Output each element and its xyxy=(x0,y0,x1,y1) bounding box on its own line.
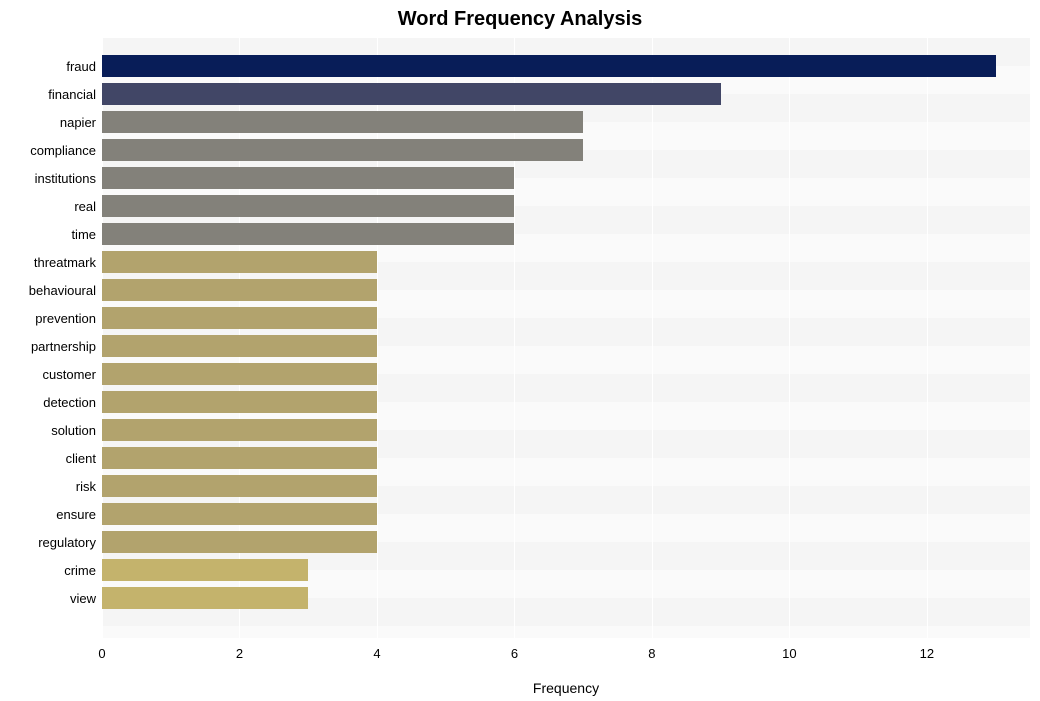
chart-title: Word Frequency Analysis xyxy=(0,8,1040,31)
y-tick-label: compliance xyxy=(30,143,96,158)
bar xyxy=(102,559,308,581)
bar xyxy=(102,111,583,133)
y-tick-label: institutions xyxy=(35,171,96,186)
y-tick-label: napier xyxy=(60,115,96,130)
grid-band xyxy=(102,626,1030,638)
bar xyxy=(102,279,377,301)
bar xyxy=(102,223,514,245)
y-tick-label: ensure xyxy=(56,507,96,522)
bar xyxy=(102,503,377,525)
x-tick-label: 2 xyxy=(236,646,243,661)
y-tick-label: view xyxy=(70,591,96,606)
y-tick-label: solution xyxy=(51,423,96,438)
x-tick-label: 0 xyxy=(98,646,105,661)
bar xyxy=(102,167,514,189)
x-axis-label: Frequency xyxy=(102,680,1030,696)
y-tick-label: client xyxy=(66,451,96,466)
x-gridline xyxy=(927,38,928,638)
bar xyxy=(102,475,377,497)
bar xyxy=(102,335,377,357)
bar xyxy=(102,587,308,609)
x-tick-label: 8 xyxy=(648,646,655,661)
y-tick-label: threatmark xyxy=(34,255,96,270)
bar xyxy=(102,83,721,105)
bar xyxy=(102,419,377,441)
y-tick-label: partnership xyxy=(31,339,96,354)
y-tick-label: financial xyxy=(48,87,96,102)
y-tick-label: prevention xyxy=(35,311,96,326)
bar xyxy=(102,195,514,217)
y-tick-label: time xyxy=(71,227,96,242)
x-tick-label: 12 xyxy=(920,646,934,661)
y-tick-label: crime xyxy=(64,563,96,578)
bar xyxy=(102,447,377,469)
y-tick-label: risk xyxy=(76,479,96,494)
bar xyxy=(102,307,377,329)
bar xyxy=(102,363,377,385)
x-gridline xyxy=(652,38,653,638)
chart-container: Word Frequency Analysis Frequency fraud f… xyxy=(0,0,1040,701)
bar xyxy=(102,531,377,553)
bar xyxy=(102,55,996,77)
x-tick-label: 10 xyxy=(782,646,796,661)
y-tick-label: real xyxy=(74,199,96,214)
y-tick-label: regulatory xyxy=(38,535,96,550)
x-tick-label: 4 xyxy=(373,646,380,661)
bar xyxy=(102,251,377,273)
y-tick-label: detection xyxy=(43,395,96,410)
x-gridline xyxy=(789,38,790,638)
bar xyxy=(102,139,583,161)
y-tick-label: customer xyxy=(43,367,96,382)
y-tick-label: fraud xyxy=(66,59,96,74)
y-tick-label: behavioural xyxy=(29,283,96,298)
x-tick-label: 6 xyxy=(511,646,518,661)
bar xyxy=(102,391,377,413)
plot-area xyxy=(102,38,1030,638)
